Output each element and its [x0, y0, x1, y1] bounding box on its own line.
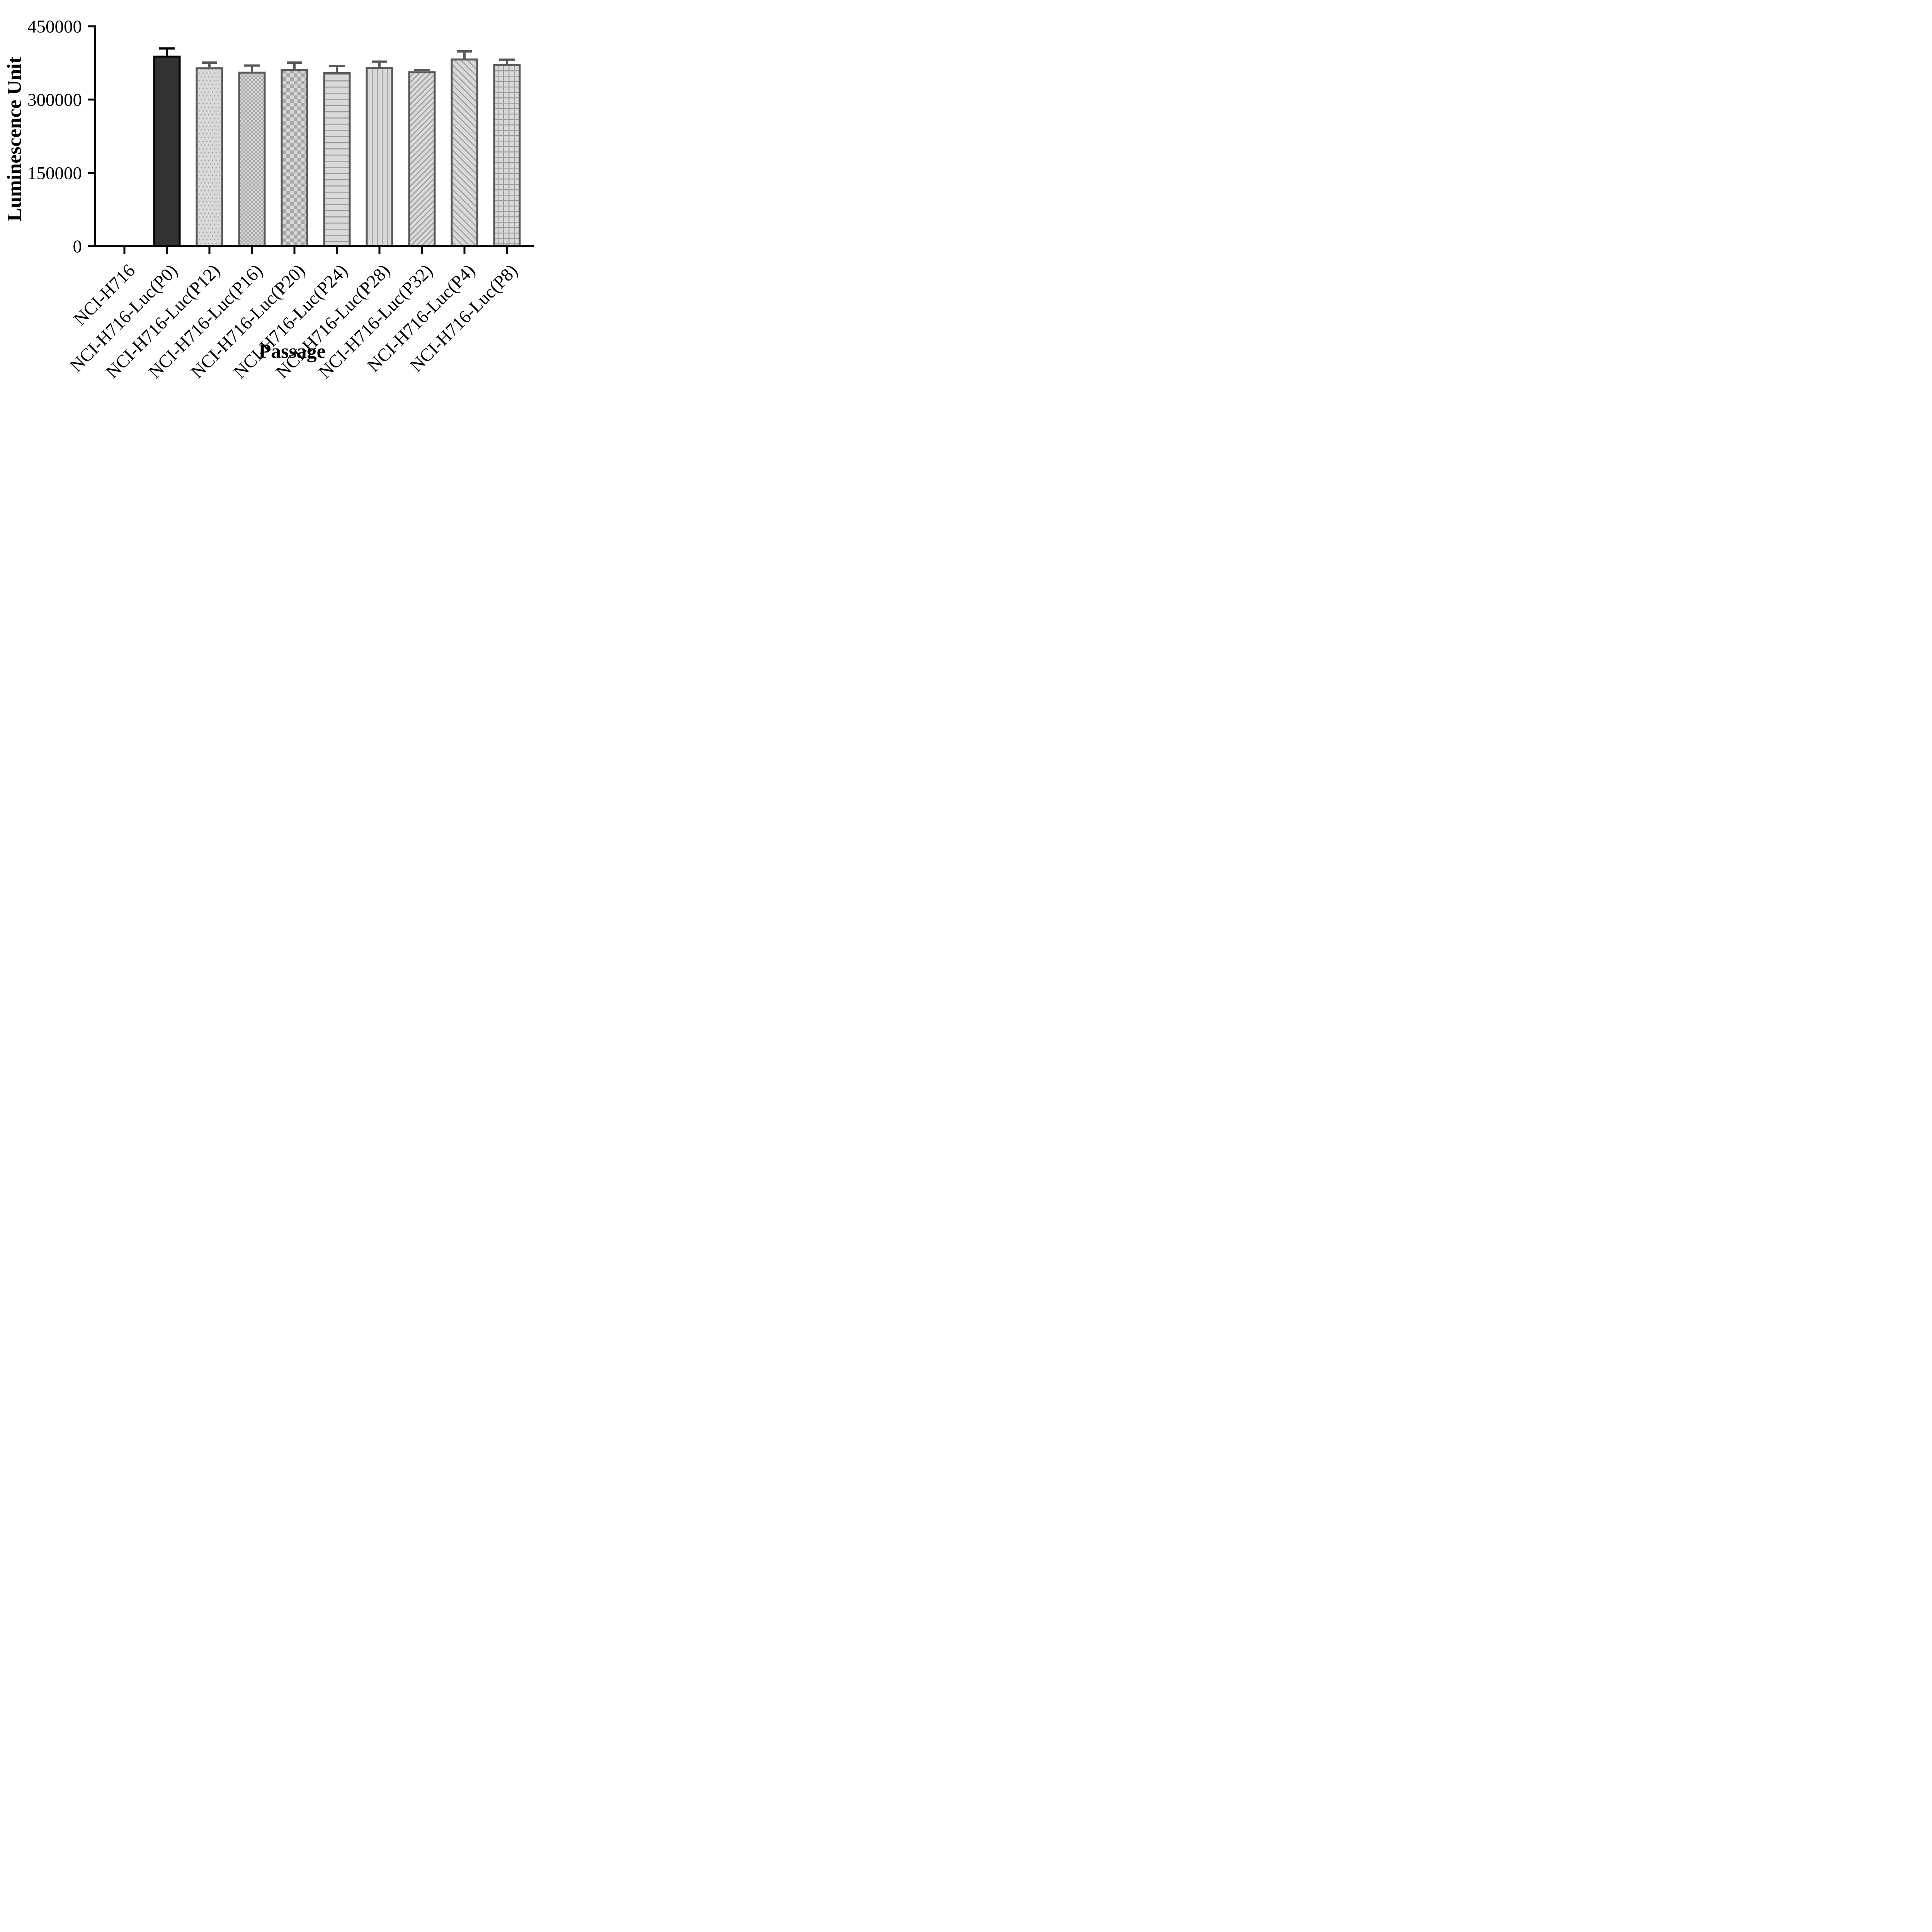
- x-axis-title: Passage: [259, 340, 325, 362]
- bar-nci-h716-luc(p0): [153, 55, 181, 247]
- y-tick-label: 450000: [27, 17, 82, 37]
- x-tick: [251, 247, 253, 254]
- x-tick: [166, 247, 168, 254]
- y-tick: [88, 25, 96, 27]
- y-tick-label: 0: [73, 236, 82, 257]
- bar-nci-h716-luc(p8): [493, 64, 521, 247]
- y-axis-title: Luminescence Unit: [3, 56, 26, 221]
- x-tick: [463, 247, 466, 254]
- x-tick: [421, 247, 423, 254]
- y-axis-line: [94, 25, 96, 247]
- x-tick: [123, 247, 126, 254]
- bar-nci-h716-luc(p24): [323, 72, 351, 247]
- bar-nci-h716-luc(p4): [451, 58, 478, 247]
- y-tick: [88, 99, 96, 101]
- x-tick: [208, 247, 211, 254]
- bar-chart: Luminescence Unit Passage NCI-H716NCI-H7…: [3, 17, 534, 383]
- bar-nci-h716-luc(p12): [196, 67, 223, 247]
- figure: Luminescence Unit Passage NCI-H716 NCI-H7…: [0, 0, 563, 398]
- bar-nci-h716-luc(p16): [238, 71, 266, 247]
- y-tick-label: 300000: [27, 90, 82, 110]
- bar-nci-h716-luc(p28): [366, 66, 393, 247]
- x-tick: [378, 247, 381, 254]
- x-tick: [293, 247, 296, 254]
- x-tick: [336, 247, 338, 254]
- x-tick: [506, 247, 508, 254]
- x-axis-line: [88, 245, 534, 247]
- bar-nci-h716-luc(p32): [408, 71, 436, 247]
- y-tick-label: 150000: [27, 163, 82, 183]
- bar-nci-h716-luc(p20): [281, 69, 308, 247]
- y-tick: [88, 172, 96, 174]
